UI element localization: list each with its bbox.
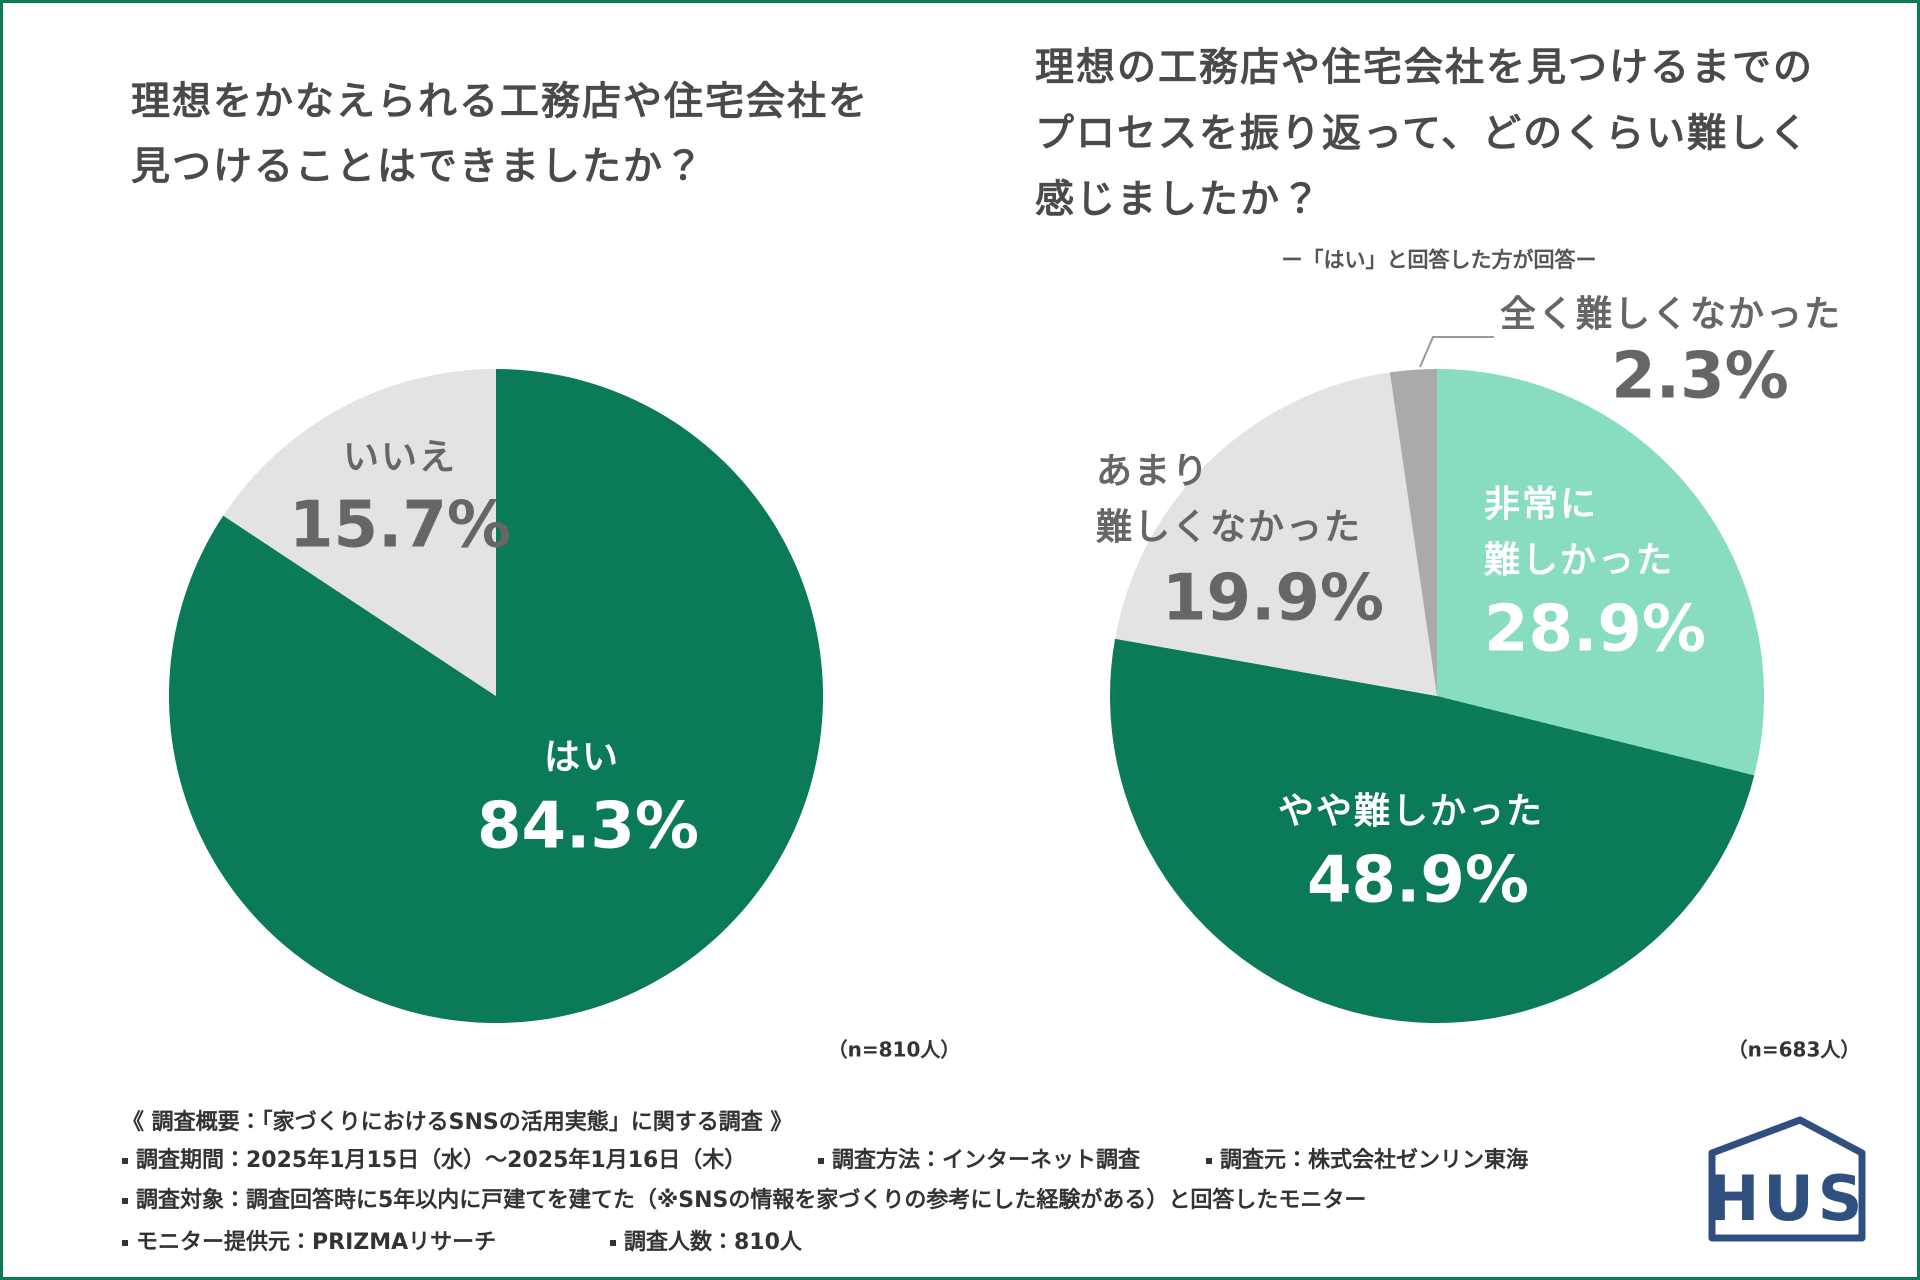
footer-heading: 《 調査概要：「家づくりにおけるSNSの活用実態」に関する調査 》 [122,1109,792,1135]
slice-label: いいえ [343,437,457,478]
chart-title: 感じましたか？ [1035,178,1322,223]
pie-slice [1389,369,1437,696]
slice-label: 全く難しくなかった [1500,294,1842,335]
value-label: 28.9% [1484,593,1706,667]
value-label: 2.3% [1611,340,1789,414]
bullet [122,1240,128,1246]
chart-title: 理想の工務店や住宅会社を見つけるまでの [1035,46,1814,91]
sample-size: （n=683人） [1728,1038,1861,1062]
bullet [818,1158,824,1164]
slice-label: やや難しかった [1278,791,1544,832]
leader-line [1419,336,1494,368]
pie-slice [169,369,823,1023]
slice-label: 非常に難しかった [1484,484,1674,581]
bullet [610,1240,616,1246]
chart-subtitle: ー「はい」と回答した方が回答ー [1282,248,1597,272]
chart-title: 理想をかなえられる工務店や住宅会社を [131,80,869,125]
sample-size: （n=810人） [828,1038,961,1062]
bullet [1206,1158,1212,1164]
bullet [122,1158,128,1164]
chart-title: プロセスを振り返って、どのくらい難しく [1035,112,1810,157]
chart-title: 見つけることはできましたか？ [131,145,705,190]
footer-item: 調査期間：2025年1月15日（水）～2025年1月16日（木） [136,1147,746,1173]
slice-label: あまり難しくなかった [1096,451,1362,548]
footer-item: 調査対象：調査回答時に5年以内に戸建てを建てた（※SNSの情報を家づくりの参考に… [136,1187,1366,1213]
value-label: 48.9% [1307,844,1529,918]
pie-slice [1437,369,1765,776]
pie-slice [1110,638,1755,1023]
bullet [122,1198,128,1204]
pie-slice [1115,372,1437,696]
slice-label: はい [544,737,620,778]
footer-item: 調査人数：810人 [624,1229,803,1255]
footer-item: 調査元：株式会社ゼンリン東海 [1220,1147,1528,1173]
value-label: 84.3% [477,790,699,864]
footer-item: 調査方法：インターネット調査 [832,1147,1141,1173]
logo-house [1708,1116,1866,1242]
value-label: 15.7% [289,489,511,563]
value-label: 19.9% [1162,562,1384,636]
pie-slice [223,369,496,696]
footer-item: モニター提供元：PRIZMAリサーチ [136,1229,496,1255]
logo-text: HUS [1708,1162,1867,1235]
